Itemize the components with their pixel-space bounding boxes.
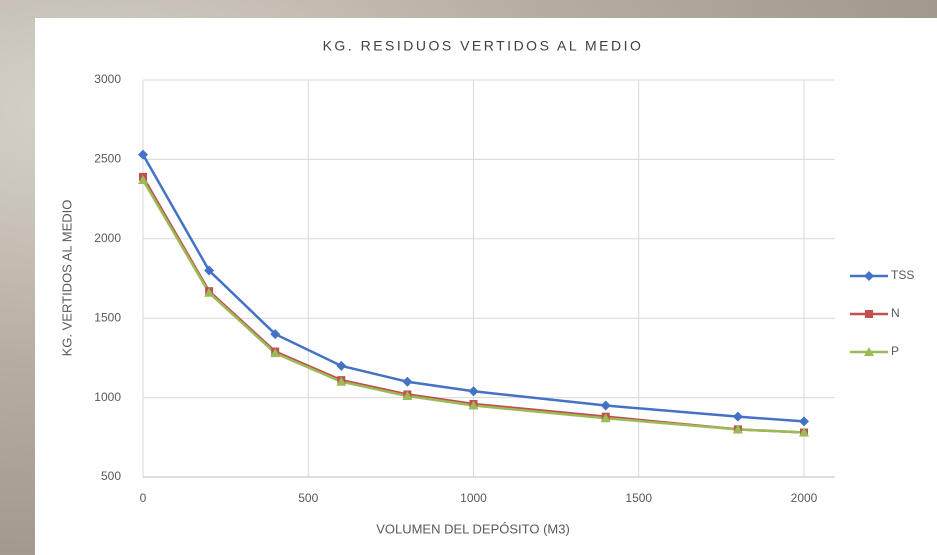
legend-marker xyxy=(864,347,874,356)
point xyxy=(138,175,148,185)
point xyxy=(732,411,743,422)
x-axis-label: VOLUMEN DEL DEPÓSITO (M3) xyxy=(376,521,570,536)
x-tick-label: 1500 xyxy=(625,491,652,505)
x-tick-label: 0 xyxy=(140,491,147,505)
legend-item: N xyxy=(850,306,900,320)
chart-title: KG. RESIDUOS VERTIDOS AL MEDIO xyxy=(323,38,644,54)
point xyxy=(600,413,611,423)
point xyxy=(204,287,215,297)
y-axis-label: KG. VERTIDOS AL MEDIO xyxy=(59,200,74,357)
plot: 500 1000 1500 2000 2500 3000 0 500 1000 1500 2000 T… xyxy=(94,72,914,505)
point xyxy=(799,416,809,427)
point xyxy=(270,329,281,340)
point xyxy=(468,400,479,410)
point xyxy=(138,149,148,160)
y-tick-label: 500 xyxy=(101,469,121,483)
point xyxy=(402,376,413,387)
legend-marker xyxy=(864,271,874,281)
chart-area xyxy=(35,18,937,555)
legend-label: N xyxy=(891,306,900,320)
x-tick-label: 500 xyxy=(298,491,318,505)
legend-label: P xyxy=(891,344,899,358)
y-tick-label: 1500 xyxy=(94,310,121,324)
point xyxy=(336,376,347,386)
x-tick-label: 2000 xyxy=(791,491,818,505)
x-tick-label: 1000 xyxy=(460,491,487,505)
y-tick-label: 2000 xyxy=(94,231,121,245)
point xyxy=(270,348,281,358)
y-tick-label: 2500 xyxy=(94,152,121,166)
point xyxy=(336,360,347,371)
point xyxy=(468,386,479,397)
legend-marker xyxy=(865,310,873,318)
point xyxy=(402,391,413,401)
y-tick-label: 3000 xyxy=(94,72,121,86)
point xyxy=(600,400,611,411)
point xyxy=(799,427,809,437)
legend-item: TSS xyxy=(850,268,914,282)
point xyxy=(732,424,743,434)
y-tick-label: 1000 xyxy=(94,390,121,404)
point xyxy=(204,265,215,276)
legend-item: P xyxy=(850,344,899,358)
legend-label: TSS xyxy=(891,268,914,282)
